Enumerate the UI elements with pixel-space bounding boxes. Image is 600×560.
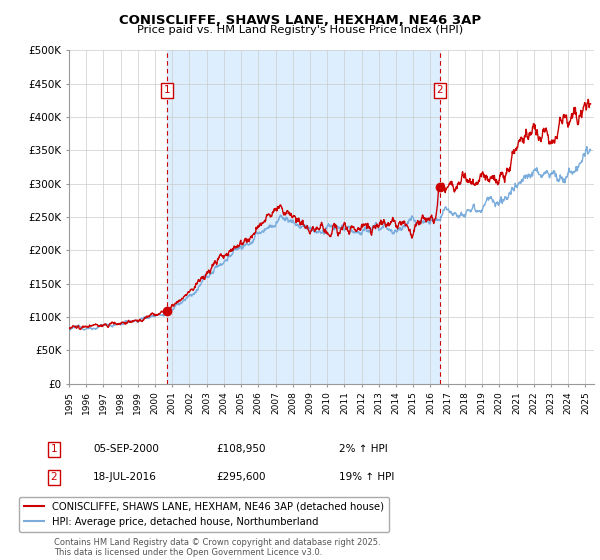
Text: 2% ↑ HPI: 2% ↑ HPI [339,444,388,454]
Text: 1: 1 [50,444,58,454]
Text: 2: 2 [436,85,443,95]
Text: 2: 2 [50,472,58,482]
Text: £108,950: £108,950 [216,444,265,454]
Text: 05-SEP-2000: 05-SEP-2000 [93,444,159,454]
Text: Contains HM Land Registry data © Crown copyright and database right 2025.
This d: Contains HM Land Registry data © Crown c… [54,538,380,557]
Text: 18-JUL-2016: 18-JUL-2016 [93,472,157,482]
Legend: CONISCLIFFE, SHAWS LANE, HEXHAM, NE46 3AP (detached house), HPI: Average price, : CONISCLIFFE, SHAWS LANE, HEXHAM, NE46 3A… [19,497,389,532]
Text: 19% ↑ HPI: 19% ↑ HPI [339,472,394,482]
Text: 1: 1 [163,85,170,95]
Text: £295,600: £295,600 [216,472,265,482]
Bar [167,50,440,384]
Text: Price paid vs. HM Land Registry's House Price Index (HPI): Price paid vs. HM Land Registry's House … [137,25,463,35]
Text: CONISCLIFFE, SHAWS LANE, HEXHAM, NE46 3AP: CONISCLIFFE, SHAWS LANE, HEXHAM, NE46 3A… [119,14,481,27]
